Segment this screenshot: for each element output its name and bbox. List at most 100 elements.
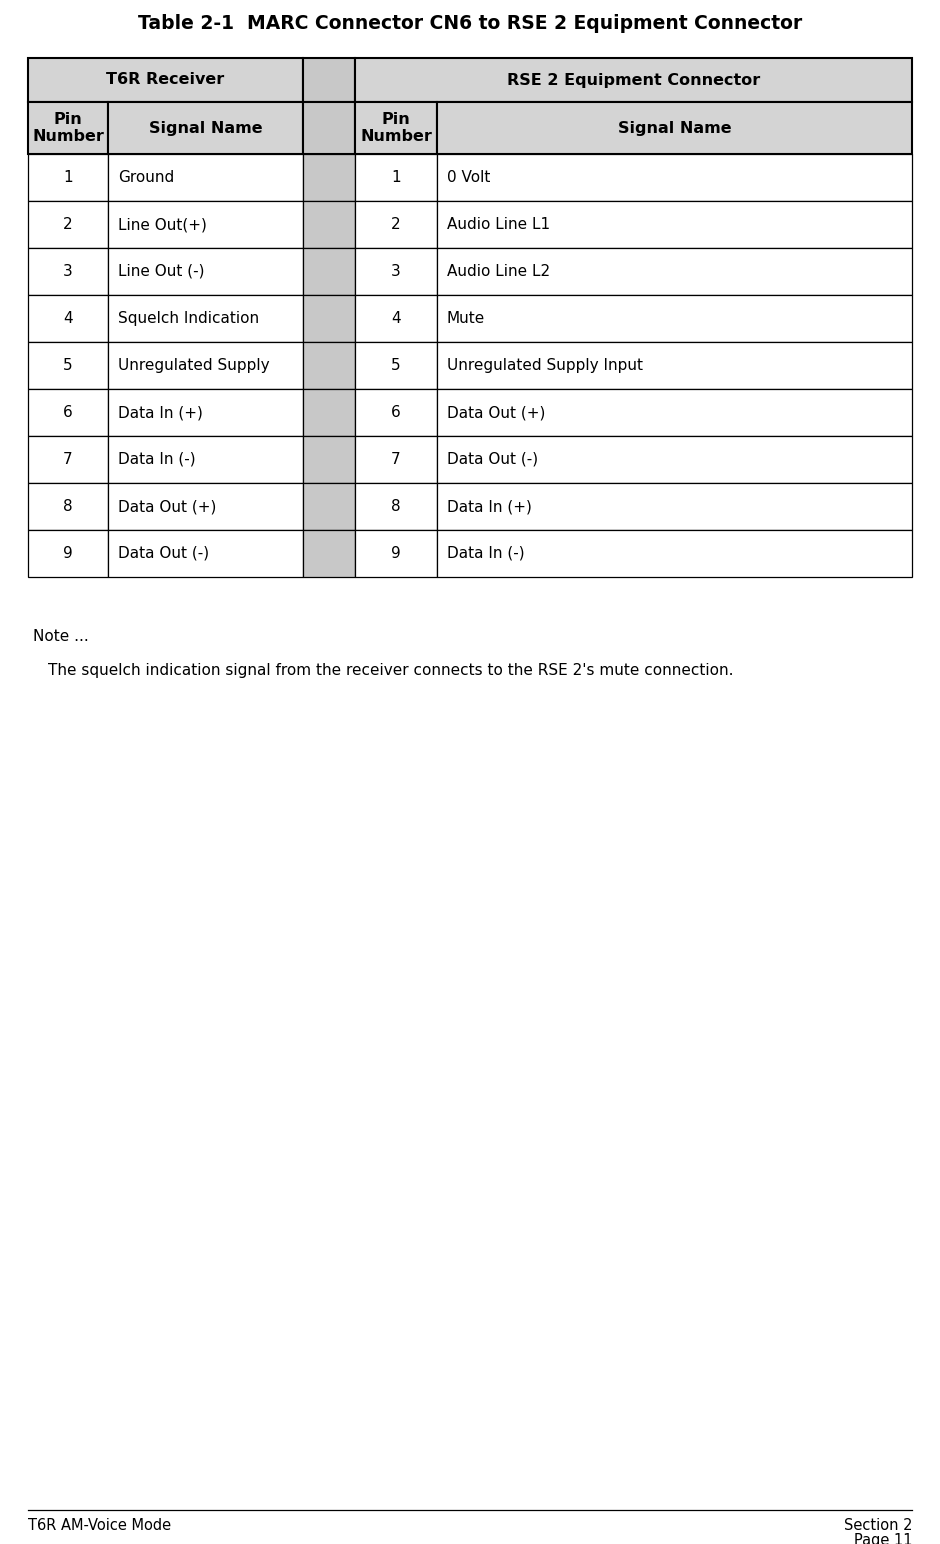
Text: 7: 7 [391, 452, 400, 466]
Bar [303, 295, 355, 343]
Bar [437, 102, 912, 154]
Bar [355, 389, 437, 435]
Text: Audio Line L2: Audio Line L2 [447, 264, 550, 279]
Bar [303, 435, 355, 483]
Bar [437, 530, 912, 577]
Text: 6: 6 [63, 405, 73, 420]
Text: 8: 8 [63, 499, 72, 514]
Text: 3: 3 [63, 264, 73, 279]
Text: 5: 5 [391, 358, 400, 374]
Bar [28, 201, 108, 249]
Bar [303, 249, 355, 295]
Bar [437, 435, 912, 483]
Bar [437, 201, 912, 249]
Text: Data In (-): Data In (-) [447, 547, 525, 560]
Text: 2: 2 [63, 218, 72, 232]
Text: 9: 9 [63, 547, 73, 560]
Text: 7: 7 [63, 452, 72, 466]
Bar [355, 102, 437, 154]
Text: 5: 5 [63, 358, 72, 374]
Bar [303, 343, 355, 389]
Bar [355, 154, 437, 201]
Bar [28, 483, 108, 530]
Bar [437, 249, 912, 295]
Text: 2: 2 [391, 218, 400, 232]
Text: Ground: Ground [118, 170, 174, 185]
Bar [303, 102, 355, 154]
Bar [108, 389, 303, 435]
Text: Signal Name: Signal Name [618, 120, 731, 136]
Bar [303, 389, 355, 435]
Bar [108, 102, 303, 154]
Bar [108, 201, 303, 249]
Text: Data In (-): Data In (-) [118, 452, 196, 466]
Text: Squelch Indication: Squelch Indication [118, 310, 259, 326]
Bar [303, 154, 355, 201]
Text: Table 2-1  MARC Connector CN6 to RSE 2 Equipment Connector: Table 2-1 MARC Connector CN6 to RSE 2 Eq… [138, 14, 802, 32]
Bar [437, 389, 912, 435]
Bar [108, 343, 303, 389]
Bar [355, 435, 437, 483]
Bar [28, 530, 108, 577]
Text: Signal Name: Signal Name [149, 120, 262, 136]
Text: 6: 6 [391, 405, 400, 420]
Bar [355, 201, 437, 249]
Bar [108, 435, 303, 483]
Bar [355, 295, 437, 343]
Text: RSE 2 Equipment Connector: RSE 2 Equipment Connector [507, 73, 760, 88]
Bar [28, 295, 108, 343]
Bar [355, 343, 437, 389]
Text: Page 11: Page 11 [854, 1533, 912, 1544]
Text: Data In (+): Data In (+) [118, 405, 203, 420]
Text: Data Out (+): Data Out (+) [447, 405, 545, 420]
Bar [108, 295, 303, 343]
Bar [355, 483, 437, 530]
Text: T6R AM-Voice Mode: T6R AM-Voice Mode [28, 1518, 171, 1533]
Text: Section 2: Section 2 [843, 1518, 912, 1533]
Text: Pin
Number: Pin Number [32, 111, 104, 144]
Bar [437, 483, 912, 530]
Text: Data In (+): Data In (+) [447, 499, 532, 514]
Bar [108, 249, 303, 295]
Bar [28, 59, 303, 102]
Bar [28, 343, 108, 389]
Bar [28, 249, 108, 295]
Bar [303, 483, 355, 530]
Text: 4: 4 [391, 310, 400, 326]
Text: 1: 1 [63, 170, 72, 185]
Text: 9: 9 [391, 547, 400, 560]
Text: 0 Volt: 0 Volt [447, 170, 491, 185]
Text: Audio Line L1: Audio Line L1 [447, 218, 550, 232]
Bar [28, 154, 108, 201]
Text: Unregulated Supply Input: Unregulated Supply Input [447, 358, 643, 374]
Bar [28, 389, 108, 435]
Text: Mute: Mute [447, 310, 485, 326]
Bar [355, 59, 912, 102]
Text: 1: 1 [391, 170, 400, 185]
Bar [108, 483, 303, 530]
Text: Pin
Number: Pin Number [360, 111, 432, 144]
Bar [28, 102, 108, 154]
Text: 3: 3 [391, 264, 400, 279]
Text: T6R Receiver: T6R Receiver [106, 73, 225, 88]
Text: Line Out (-): Line Out (-) [118, 264, 205, 279]
Text: Data Out (+): Data Out (+) [118, 499, 216, 514]
Bar [303, 530, 355, 577]
Text: The squelch indication signal from the receiver connects to the RSE 2's mute con: The squelch indication signal from the r… [48, 662, 733, 678]
Text: Note ...: Note ... [33, 628, 88, 644]
Text: 4: 4 [63, 310, 72, 326]
Text: Unregulated Supply: Unregulated Supply [118, 358, 270, 374]
Bar [355, 249, 437, 295]
Bar [108, 530, 303, 577]
Bar [28, 435, 108, 483]
Text: 8: 8 [391, 499, 400, 514]
Bar [355, 530, 437, 577]
Bar [303, 59, 355, 102]
Bar [437, 295, 912, 343]
Text: Line Out(+): Line Out(+) [118, 218, 207, 232]
Text: Data Out (-): Data Out (-) [447, 452, 538, 466]
Bar [437, 154, 912, 201]
Bar [437, 343, 912, 389]
Text: Data Out (-): Data Out (-) [118, 547, 209, 560]
Bar [303, 201, 355, 249]
